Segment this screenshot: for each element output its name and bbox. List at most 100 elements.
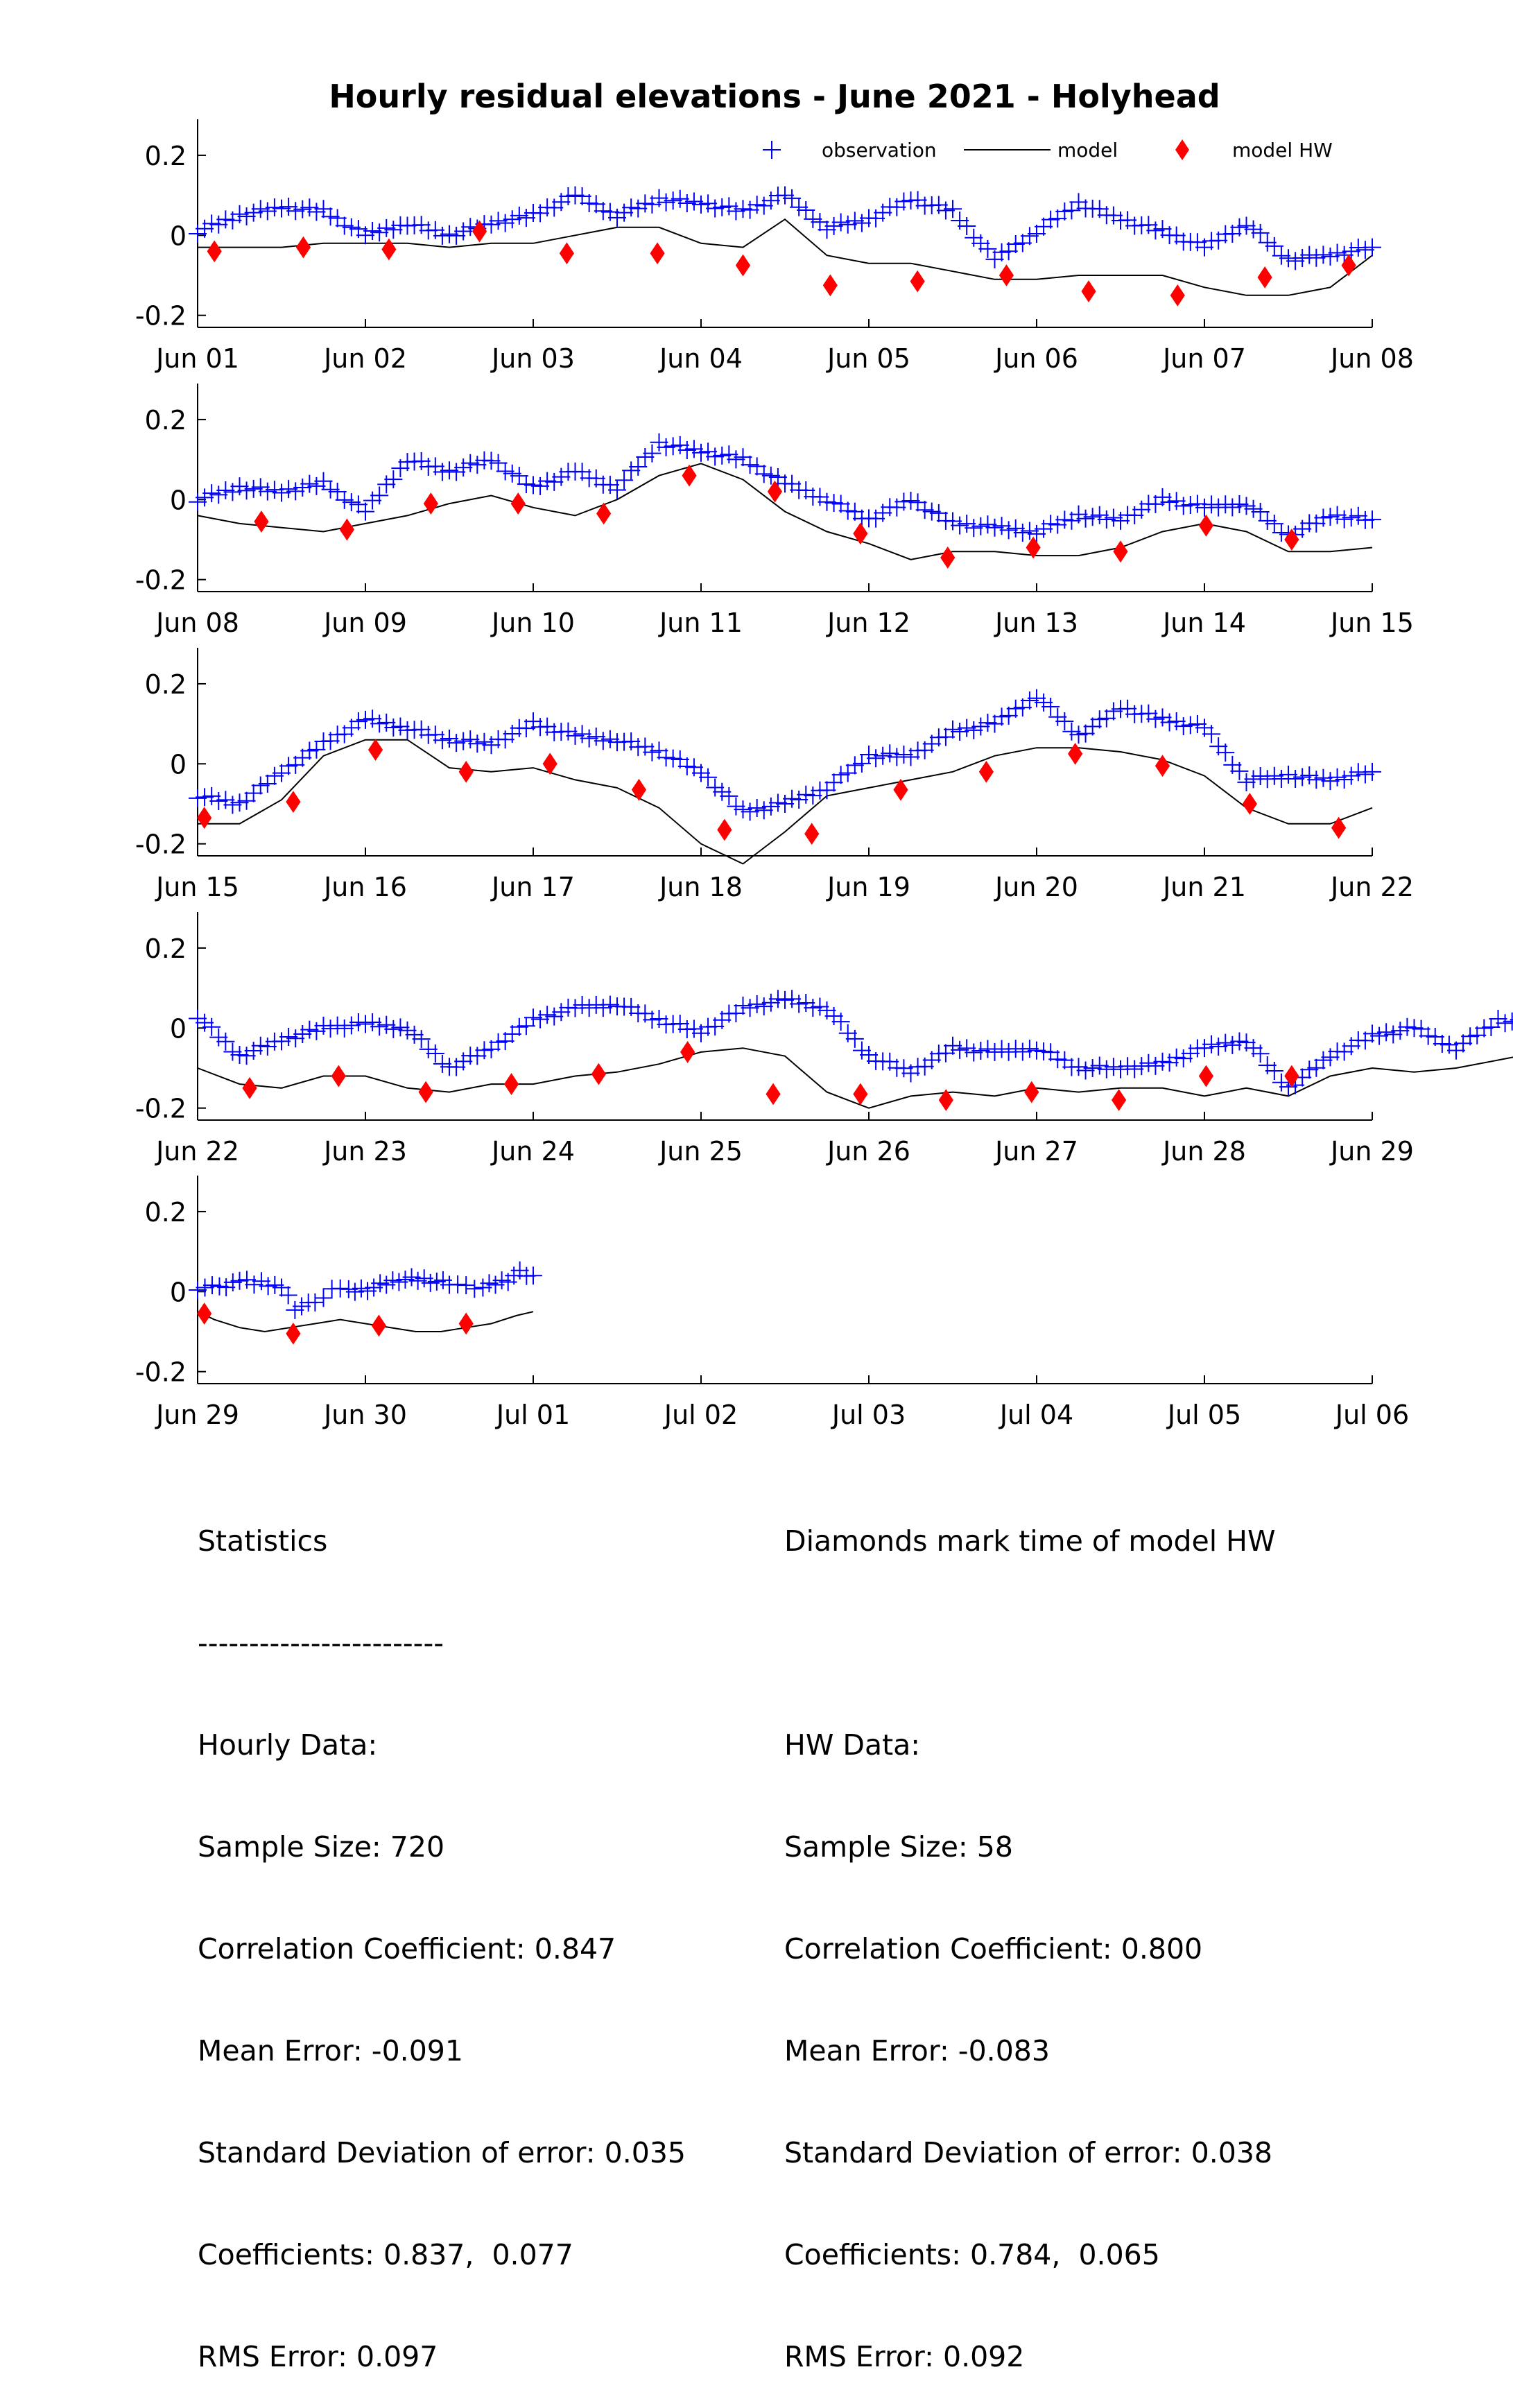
observation-point <box>783 990 802 1008</box>
observation-point <box>999 521 1018 540</box>
observation-point <box>300 474 319 493</box>
observation-point <box>1013 524 1032 542</box>
observation-point <box>692 764 710 782</box>
observation-point <box>1307 248 1326 267</box>
model-hw-diamond <box>1242 793 1257 815</box>
observation-point <box>1153 1052 1172 1071</box>
observation-point <box>734 997 752 1015</box>
observation-point <box>1035 1042 1053 1060</box>
observation-point <box>1489 1010 1507 1029</box>
observation-point <box>1083 717 1102 736</box>
observation-point <box>1223 1035 1242 1054</box>
observation-point <box>580 194 598 212</box>
observation-point <box>1153 708 1172 727</box>
observation-point <box>894 1059 913 1078</box>
observation-point <box>1069 505 1088 524</box>
observation-point <box>475 1041 494 1060</box>
observation-point <box>741 999 759 1017</box>
observation-point <box>1328 506 1347 524</box>
observation-point <box>831 766 850 784</box>
observation-point <box>328 482 347 501</box>
observation-point <box>790 198 809 216</box>
observation-point <box>517 209 535 227</box>
observation-point <box>734 448 752 467</box>
model-hw-diamond <box>631 778 647 801</box>
observation-point <box>1258 511 1277 530</box>
observation-point <box>754 465 773 483</box>
model-hw-diamond <box>1068 742 1083 765</box>
observation-point <box>447 226 466 245</box>
observation-point <box>1251 223 1270 242</box>
observation-point <box>944 200 962 218</box>
observation-point <box>1251 1044 1270 1063</box>
observation-point <box>545 1007 564 1026</box>
observation-point <box>1160 492 1179 511</box>
observation-point <box>1419 1026 1437 1045</box>
observation-point <box>650 741 668 760</box>
model-hw-diamond <box>735 254 751 277</box>
observation-point <box>1202 1035 1221 1054</box>
observation-point <box>958 719 976 737</box>
model-hw-diamond <box>1284 528 1299 551</box>
observation-point <box>600 476 619 495</box>
observation-point <box>677 194 696 212</box>
observation-point <box>677 440 696 459</box>
x-tick-label: Jun 20 <box>994 872 1078 902</box>
observation-point <box>1167 492 1186 510</box>
observation-point <box>971 517 990 535</box>
observation-point <box>202 214 221 233</box>
observation-point <box>189 1281 207 1299</box>
x-tick-label: Jun 29 <box>155 1400 239 1430</box>
observation-point <box>1181 1044 1200 1063</box>
observation-point <box>209 791 228 810</box>
observation-point <box>300 741 319 760</box>
legend: observation model model HW <box>763 139 1333 162</box>
observation-point <box>901 492 920 510</box>
observation-point <box>503 210 521 229</box>
y-tick-label: 0.2 <box>145 1197 187 1228</box>
observation-point <box>279 198 298 216</box>
x-tick-label: Jun 24 <box>490 1136 575 1167</box>
x-tick-label: Jun 29 <box>1329 1136 1414 1167</box>
observation-point <box>692 443 710 462</box>
observation-point <box>684 192 703 211</box>
observation-point <box>706 199 725 218</box>
model-hw-diamond <box>472 220 487 243</box>
observation-point <box>1356 765 1374 784</box>
observation-point <box>1041 1043 1060 1062</box>
observation-point <box>1237 773 1256 791</box>
observation-point <box>552 467 571 486</box>
observation-point <box>440 225 458 243</box>
stats-mean-error: Mean Error: -0.083 <box>784 2034 1050 2067</box>
observation-point <box>1076 724 1095 743</box>
model-hw-diamond <box>1198 1065 1214 1087</box>
observation-point <box>1244 220 1263 239</box>
observation-point <box>475 732 494 751</box>
observation-point <box>293 748 312 767</box>
stats-sample-size: Sample Size: 720 <box>198 1830 445 1864</box>
observation-point <box>713 782 732 801</box>
observation-point <box>1188 233 1207 252</box>
observation-point <box>1237 216 1256 235</box>
observation-point <box>1048 1050 1067 1069</box>
x-tick-label: Jun 04 <box>658 343 743 374</box>
observation-point <box>573 725 591 743</box>
observation-point <box>356 1015 374 1033</box>
observation-point <box>517 1017 535 1035</box>
observation-point <box>881 744 899 763</box>
observation-point <box>503 1024 521 1043</box>
observation-point <box>1363 238 1381 257</box>
y-tick-label: 0 <box>170 485 187 515</box>
observation-point <box>307 476 326 495</box>
observation-point <box>1286 252 1305 270</box>
stats-spacer <box>784 1626 1276 1660</box>
model-hw-diamond <box>207 240 222 263</box>
observation-point <box>1006 699 1025 718</box>
observation-point <box>342 218 361 237</box>
observation-point <box>684 440 703 458</box>
observation-point <box>216 210 235 229</box>
x-tick-label: Jul 01 <box>495 1400 570 1430</box>
observation-point <box>1265 766 1283 785</box>
observation-point <box>286 202 305 221</box>
observation-point <box>600 995 619 1014</box>
